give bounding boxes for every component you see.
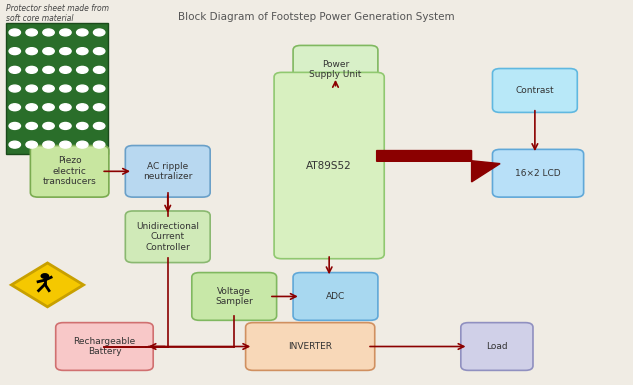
- FancyBboxPatch shape: [293, 273, 378, 320]
- FancyBboxPatch shape: [6, 23, 108, 154]
- Text: Piezo
electric
transducers: Piezo electric transducers: [43, 156, 96, 186]
- Circle shape: [43, 48, 54, 55]
- Circle shape: [43, 29, 54, 36]
- Text: Power
Supply Unit: Power Supply Unit: [310, 60, 361, 79]
- Circle shape: [94, 29, 105, 36]
- Circle shape: [9, 85, 20, 92]
- FancyBboxPatch shape: [246, 323, 375, 370]
- Circle shape: [26, 122, 37, 129]
- Circle shape: [43, 66, 54, 73]
- Text: Block Diagram of Footstep Power Generation System: Block Diagram of Footstep Power Generati…: [178, 12, 455, 22]
- Text: Contrast: Contrast: [515, 86, 555, 95]
- Circle shape: [60, 104, 71, 111]
- Circle shape: [60, 66, 71, 73]
- Circle shape: [94, 104, 105, 111]
- Circle shape: [43, 141, 54, 148]
- Circle shape: [60, 29, 71, 36]
- Circle shape: [77, 48, 88, 55]
- Circle shape: [9, 104, 20, 111]
- Circle shape: [43, 104, 54, 111]
- Text: Voltage
Sampler: Voltage Sampler: [215, 287, 253, 306]
- FancyBboxPatch shape: [125, 211, 210, 263]
- Circle shape: [60, 122, 71, 129]
- Circle shape: [77, 85, 88, 92]
- Circle shape: [60, 141, 71, 148]
- Circle shape: [9, 141, 20, 148]
- Text: AC ripple
neutralizer: AC ripple neutralizer: [143, 162, 192, 181]
- Circle shape: [60, 85, 71, 92]
- Circle shape: [77, 104, 88, 111]
- Text: 16×2 LCD: 16×2 LCD: [515, 169, 561, 178]
- Circle shape: [94, 66, 105, 73]
- Circle shape: [9, 66, 20, 73]
- Circle shape: [60, 48, 71, 55]
- Circle shape: [77, 122, 88, 129]
- FancyBboxPatch shape: [125, 146, 210, 197]
- Text: AT89S52: AT89S52: [306, 161, 352, 171]
- Polygon shape: [11, 263, 84, 307]
- Circle shape: [94, 141, 105, 148]
- Circle shape: [26, 66, 37, 73]
- Circle shape: [41, 274, 49, 278]
- FancyBboxPatch shape: [492, 149, 584, 197]
- Text: Load: Load: [486, 342, 508, 351]
- Circle shape: [94, 48, 105, 55]
- Circle shape: [77, 66, 88, 73]
- FancyBboxPatch shape: [274, 72, 384, 259]
- Text: Unidirectional
Current
Controller: Unidirectional Current Controller: [136, 222, 199, 252]
- Circle shape: [26, 85, 37, 92]
- Circle shape: [9, 29, 20, 36]
- Circle shape: [43, 122, 54, 129]
- Circle shape: [77, 141, 88, 148]
- Polygon shape: [377, 151, 500, 182]
- FancyBboxPatch shape: [492, 69, 577, 112]
- FancyBboxPatch shape: [192, 273, 277, 320]
- Circle shape: [43, 85, 54, 92]
- Text: ADC: ADC: [326, 292, 345, 301]
- Circle shape: [77, 29, 88, 36]
- Text: Rechargeable
Battery: Rechargeable Battery: [73, 337, 135, 356]
- Circle shape: [9, 48, 20, 55]
- FancyBboxPatch shape: [461, 323, 533, 370]
- Text: Protector sheet made from
soft core material: Protector sheet made from soft core mate…: [6, 4, 110, 23]
- Circle shape: [94, 85, 105, 92]
- Circle shape: [9, 122, 20, 129]
- FancyBboxPatch shape: [293, 45, 378, 93]
- Circle shape: [94, 122, 105, 129]
- FancyBboxPatch shape: [56, 323, 153, 370]
- Circle shape: [26, 104, 37, 111]
- FancyBboxPatch shape: [30, 146, 109, 197]
- Circle shape: [26, 29, 37, 36]
- Text: INVERTER: INVERTER: [288, 342, 332, 351]
- Circle shape: [26, 141, 37, 148]
- Circle shape: [26, 48, 37, 55]
